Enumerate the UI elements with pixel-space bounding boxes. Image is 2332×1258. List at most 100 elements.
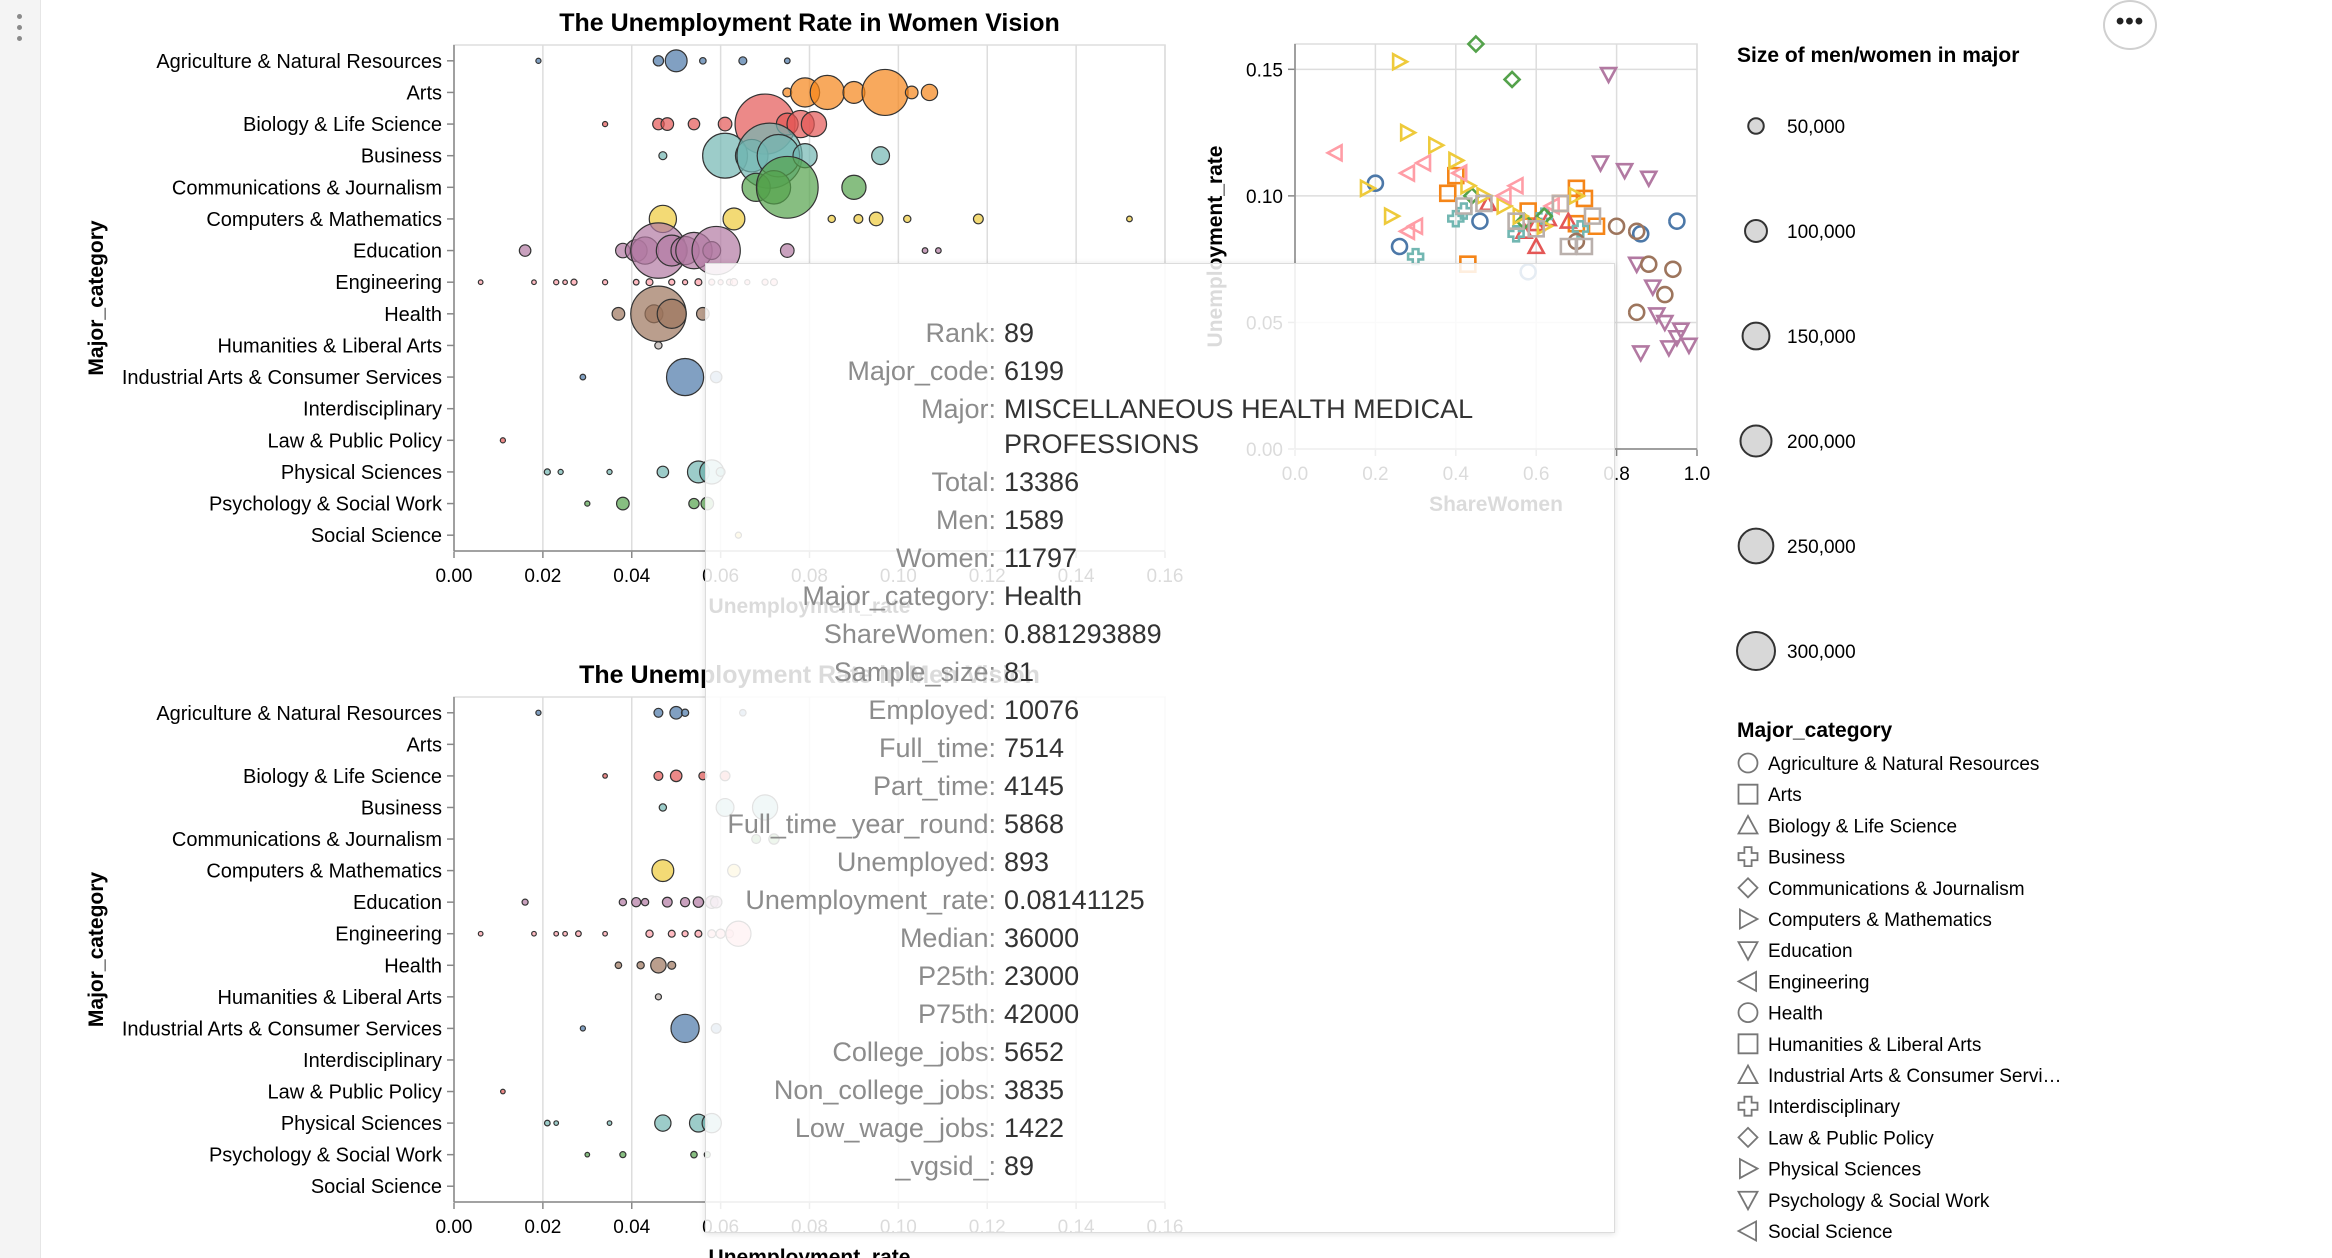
data-point — [1679, 337, 1699, 356]
category-legend-symbol — [1736, 1063, 1760, 1084]
data-point — [661, 896, 673, 908]
data-point — [1671, 322, 1691, 341]
size-legend-symbol — [1737, 527, 1775, 565]
size-legend-title: Size of men/women in major — [1737, 44, 2019, 67]
data-point — [1639, 255, 1658, 273]
y-tick-label: Communications & Journalism — [172, 177, 442, 199]
data-point — [1447, 209, 1465, 228]
y-tick-label: Agriculture & Natural Resources — [156, 703, 442, 725]
data-point — [1643, 279, 1663, 298]
y-tick-label: Communications & Journalism — [172, 829, 442, 851]
size-legend: Size of men/women in major 50,000 100,000 1… — [1736, 44, 2019, 671]
tooltip-value: 89 — [1004, 1151, 1035, 1181]
data-point — [553, 930, 560, 937]
y-tick-label: Physical Sciences — [281, 1113, 442, 1135]
data-point — [601, 120, 609, 128]
category-legend-symbol — [1737, 1002, 1759, 1023]
data-point — [1512, 206, 1531, 226]
data-point — [690, 1150, 698, 1159]
data-point — [614, 961, 623, 970]
tooltip-value: 42000 — [1004, 999, 1080, 1029]
data-point — [717, 116, 733, 132]
category-legend-symbol — [1736, 814, 1760, 835]
data-point — [1471, 212, 1489, 230]
data-point — [543, 468, 551, 476]
tooltip-row: _vgsid_: 89 — [706, 1149, 1474, 1187]
data-point — [1631, 345, 1651, 364]
y-axis-title: Major_category — [85, 872, 108, 1028]
data-point — [584, 500, 591, 507]
category-legend-label: Industrial Arts & Consumer Servi… — [1768, 1066, 2062, 1087]
data-point — [557, 468, 564, 476]
category-legend-symbol — [1739, 1157, 1760, 1180]
category-legend-symbol — [1736, 970, 1757, 993]
data-point — [1583, 207, 1602, 225]
tooltip-value: 7514 — [1004, 733, 1065, 763]
drag-handle-icon[interactable] — [17, 14, 23, 47]
tooltip-key: Men: — [935, 505, 996, 535]
x-tick-label: 0.00 — [436, 566, 473, 587]
data-point — [665, 357, 705, 397]
data-point — [652, 55, 665, 67]
tooltip-value: 23000 — [1004, 961, 1080, 991]
data-point — [1428, 135, 1446, 155]
tooltip-row: P25th: 23000 — [706, 959, 1474, 997]
data-point — [579, 373, 587, 381]
tooltip-key: Low_wage_jobs: — [794, 1113, 996, 1143]
category-legend-symbol — [1736, 1190, 1760, 1212]
data-point — [601, 279, 609, 286]
tooltip-key: P75th: — [917, 999, 996, 1029]
data-point — [654, 993, 663, 1001]
data-point — [871, 146, 891, 166]
size-legend-label: 150,000 — [1787, 327, 1856, 348]
tooltip-row: ShareWomen: 0.881293889 — [706, 617, 1474, 655]
data-point — [921, 247, 929, 254]
data-point — [1126, 215, 1133, 223]
tooltip-row: Non_college_jobs: 3835 — [706, 1073, 1474, 1111]
y-tick-label: Industrial Arts & Consumer Services — [122, 367, 442, 389]
tooltip-key: P25th: — [917, 961, 996, 991]
data-point — [722, 207, 746, 231]
tooltip-table: Rank: 89 Major_code: 6199 Major: MISCELLANEOU… — [706, 316, 1474, 1187]
data-point — [1598, 66, 1619, 85]
y-tick-label: Health — [384, 304, 442, 326]
y-tick-label: Physical Sciences — [281, 462, 442, 484]
data-point — [553, 1120, 560, 1126]
data-point — [934, 247, 942, 254]
data-point — [531, 279, 537, 286]
data-point — [1627, 222, 1646, 241]
y-tick-label: Education — [353, 241, 442, 263]
data-point — [606, 1120, 613, 1126]
data-point — [1507, 225, 1525, 243]
data-point — [584, 1151, 591, 1158]
data-point — [654, 1114, 672, 1132]
category-legend-label: Business — [1768, 848, 1845, 869]
data-point — [1324, 143, 1343, 163]
y-tick-label: Education — [353, 892, 442, 914]
tooltip-row: College_jobs: 5652 — [706, 1035, 1474, 1073]
data-point — [518, 244, 532, 257]
size-legend-label: 100,000 — [1787, 222, 1856, 243]
left-toolbar — [0, 0, 41, 1258]
x-tick-label: 0.04 — [613, 566, 650, 587]
y-tick-label: Agriculture & Natural Resources — [156, 51, 442, 73]
tooltip-value: 6199 — [1004, 356, 1065, 386]
actions-menu-button[interactable]: ••• — [2103, 0, 2157, 50]
size-legend-symbol — [1744, 219, 1768, 243]
data-point — [1399, 122, 1418, 143]
data-point — [1460, 176, 1479, 196]
data-point — [1587, 217, 1606, 236]
category-legend-label: Psychology & Social Work — [1768, 1191, 1990, 1212]
data-point — [1551, 194, 1570, 213]
y-tick-label: Engineering — [335, 924, 442, 946]
tooltip-row: P75th: 42000 — [706, 997, 1474, 1035]
data-point — [499, 437, 507, 444]
category-legend-label: Physical Sciences — [1768, 1160, 1921, 1181]
category-legend-symbol — [1739, 907, 1760, 931]
data-point — [861, 68, 909, 117]
data-point — [654, 341, 663, 350]
tooltip-key: Part_time: — [872, 771, 996, 801]
data-point — [630, 896, 642, 908]
y-tick-label: Law & Public Policy — [267, 1082, 442, 1104]
data-point — [656, 298, 687, 329]
